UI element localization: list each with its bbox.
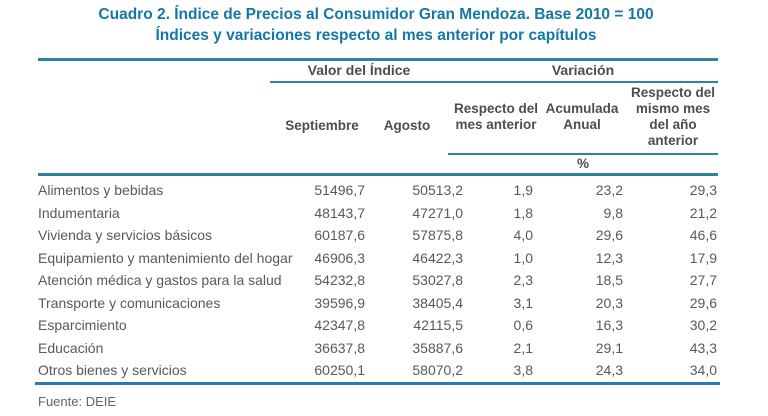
table-row: Educación 36637,8 35887,6 2,1 29,1 43,3	[38, 337, 718, 360]
cell-septiembre: 39596,9	[314, 294, 365, 311]
cell-respecto-mes: 0,6	[513, 317, 533, 334]
cell-respecto-mes: 2,3	[513, 272, 533, 289]
group-header-rule	[270, 81, 718, 83]
cell-respecto-anio: 43,3	[689, 339, 717, 356]
column-header-acumulada-anual: Acumulada Anual	[532, 101, 632, 133]
cell-agosto: 57875,8	[412, 227, 463, 244]
cell-respecto-anio: 21,2	[689, 204, 717, 221]
table-row: Indumentaria 48143,7 47271,0 1,8 9,8 21,…	[38, 202, 718, 225]
table-row: Equipamiento y mantenimiento del hogar 4…	[38, 247, 718, 270]
cell-agosto: 58070,2	[412, 362, 463, 379]
column-header-line: Respecto del	[630, 85, 716, 100]
cell-respecto-mes: 3,1	[513, 294, 533, 311]
cell-acumulada: 29,6	[595, 227, 623, 244]
column-header-septiembre: Septiembre	[285, 118, 359, 133]
cell-respecto-mes: 1,9	[513, 182, 533, 199]
cell-septiembre: 36637,8	[314, 339, 365, 356]
cell-agosto: 46422,3	[412, 249, 463, 266]
cell-acumulada: 29,1	[595, 339, 623, 356]
column-header-line: anterior	[647, 133, 699, 148]
cell-respecto-mes: 4,0	[513, 227, 533, 244]
table-title-line1: Cuadro 2. Índice de Precios al Consumido…	[98, 6, 654, 23]
source-note: Fuente: DEIE	[38, 394, 117, 409]
column-header-respecto-mismo-mes: Respecto del mismo mes del año anterior	[624, 85, 722, 149]
column-header-agosto: Agosto	[383, 118, 431, 133]
top-rule	[38, 58, 718, 61]
cell-respecto-anio: 46,6	[689, 227, 717, 244]
cell-acumulada: 9,8	[603, 204, 623, 221]
cell-acumulada: 16,3	[595, 317, 623, 334]
column-header-line: Respecto del	[453, 101, 539, 116]
column-header-line: del año	[649, 117, 697, 132]
group-header-variacion: Variación	[551, 62, 615, 78]
cell-agosto: 50513,2	[412, 182, 463, 199]
table-row: Esparcimiento 42347,8 42115,5 0,6 16,3 3…	[38, 314, 718, 337]
cell-respecto-mes: 2,1	[513, 339, 533, 356]
row-label: Esparcimiento	[38, 317, 127, 334]
column-header-line: Acumulada	[545, 101, 619, 116]
cell-agosto: 35887,6	[412, 339, 463, 356]
table-row: Vivienda y servicios básicos 60187,6 578…	[38, 224, 718, 247]
cell-septiembre: 60250,1	[314, 362, 365, 379]
cell-respecto-mes: 1,0	[513, 249, 533, 266]
cell-agosto: 47271,0	[412, 204, 463, 221]
column-header-line: mismo mes	[635, 101, 711, 116]
cell-respecto-mes: 3,8	[513, 362, 533, 379]
cell-septiembre: 46906,3	[314, 249, 365, 266]
cell-septiembre: 42347,8	[314, 317, 365, 334]
row-label: Vivienda y servicios básicos	[38, 227, 213, 244]
cell-respecto-anio: 17,9	[689, 249, 717, 266]
row-label: Equipamiento y mantenimiento del hogar	[38, 249, 293, 266]
row-label: Atención médica y gastos para la salud	[38, 272, 282, 289]
cell-agosto: 42115,5	[413, 317, 463, 334]
cell-septiembre: 51496,7	[314, 182, 365, 199]
row-label: Educación	[38, 339, 104, 356]
cell-respecto-anio: 34,0	[689, 362, 717, 379]
cell-agosto: 53027,8	[412, 272, 463, 289]
header-body-separator-rule	[38, 173, 718, 176]
table-row: Otros bienes y servicios 60250,1 58070,2…	[38, 359, 718, 382]
row-label: Indumentaria	[38, 204, 120, 221]
cell-acumulada: 23,2	[595, 182, 623, 199]
cell-acumulada: 24,3	[595, 362, 623, 379]
table-body: Alimentos y bebidas 51496,7 50513,2 1,9 …	[38, 179, 718, 382]
table-title: Cuadro 2. Índice de Precios al Consumido…	[20, 4, 732, 46]
cell-respecto-anio: 29,6	[689, 294, 717, 311]
bottom-rule	[35, 382, 720, 385]
table-row: Atención médica y gastos para la salud 5…	[38, 269, 718, 292]
cell-septiembre: 48143,7	[314, 204, 365, 221]
percent-rule	[448, 153, 718, 155]
cell-acumulada: 18,5	[595, 272, 623, 289]
table-title-line2: Índices y variaciones respecto al mes an…	[155, 27, 597, 44]
cell-respecto-anio: 30,2	[689, 317, 717, 334]
cell-respecto-anio: 29,3	[689, 182, 717, 199]
cell-septiembre: 60187,6	[314, 227, 365, 244]
cell-respecto-mes: 1,8	[513, 204, 533, 221]
cell-septiembre: 54232,8	[314, 272, 365, 289]
column-header-line: mes anterior	[455, 117, 537, 132]
row-label: Transporte y comunicaciones	[38, 294, 221, 311]
table-row: Alimentos y bebidas 51496,7 50513,2 1,9 …	[38, 179, 718, 202]
column-header-line: Anual	[563, 117, 601, 132]
cell-acumulada: 20,3	[595, 294, 623, 311]
cell-agosto: 38405,4	[412, 294, 463, 311]
cell-respecto-anio: 27,7	[689, 272, 717, 289]
column-header-respecto-mes-anterior: Respecto del mes anterior	[445, 101, 547, 133]
row-label: Alimentos y bebidas	[38, 182, 164, 199]
group-header-valor-del-indice: Valor del Índice	[307, 62, 411, 78]
unit-label-percent: %	[576, 156, 589, 171]
cell-acumulada: 12,3	[595, 249, 623, 266]
table-row: Transporte y comunicaciones 39596,9 3840…	[38, 292, 718, 315]
row-label: Otros bienes y servicios	[38, 362, 187, 379]
